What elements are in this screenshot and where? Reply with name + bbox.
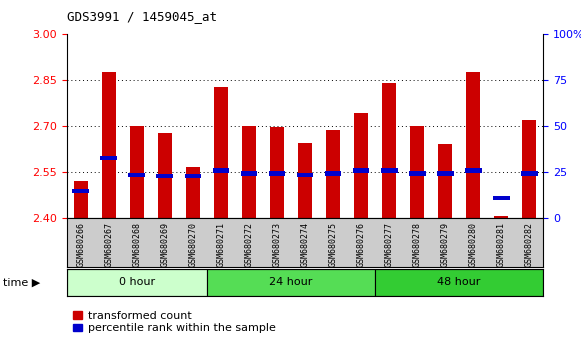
Text: GSM680266: GSM680266 [76,222,85,267]
Bar [410,126,424,218]
Bar [186,167,200,218]
Text: GSM680280: GSM680280 [469,222,478,267]
Bar [298,143,312,218]
Bar [381,168,397,173]
Bar [241,171,257,176]
Text: GSM680269: GSM680269 [160,222,170,267]
Bar [207,269,375,296]
Text: 24 hour: 24 hour [270,277,313,287]
Bar [158,133,172,218]
Bar [522,120,536,218]
Bar [268,171,285,176]
Text: GSM680267: GSM680267 [105,222,113,267]
Bar [214,87,228,218]
Text: time ▶: time ▶ [3,277,40,287]
Text: GSM680277: GSM680277 [385,222,393,267]
Text: GDS3991 / 1459045_at: GDS3991 / 1459045_at [67,10,217,23]
Text: GSM680275: GSM680275 [328,222,338,267]
Text: GSM680273: GSM680273 [272,222,282,267]
Text: GSM680282: GSM680282 [525,222,534,267]
Bar [130,126,144,218]
Text: GSM680278: GSM680278 [413,222,422,267]
Text: GSM680281: GSM680281 [497,222,505,267]
Bar [437,171,454,176]
Text: GSM680270: GSM680270 [188,222,198,267]
Bar [297,173,313,177]
Text: GSM680271: GSM680271 [217,222,225,267]
Bar [382,83,396,218]
Bar [408,171,425,176]
Bar [375,269,543,296]
Text: GSM680279: GSM680279 [440,222,450,267]
Bar [326,130,340,218]
Bar [213,168,229,173]
Bar [354,113,368,218]
Bar [465,168,482,173]
Bar [493,196,510,200]
Bar [325,171,342,176]
Bar [185,174,202,178]
Bar [521,171,537,176]
Bar [74,181,88,218]
Text: GSM680274: GSM680274 [300,222,310,267]
Bar [73,189,89,193]
Bar [353,168,370,173]
Bar [101,156,117,160]
Bar [156,174,173,178]
Bar [67,269,207,296]
Text: GSM680268: GSM680268 [132,222,141,267]
Bar [494,216,508,218]
Legend: transformed count, percentile rank within the sample: transformed count, percentile rank withi… [73,310,277,335]
Text: 48 hour: 48 hour [437,277,481,287]
Bar [270,127,284,218]
Bar [102,72,116,218]
Text: GSM680272: GSM680272 [245,222,253,267]
Bar [242,126,256,218]
Text: 0 hour: 0 hour [119,277,155,287]
Text: GSM680276: GSM680276 [357,222,365,267]
Bar [128,173,145,177]
Bar [466,72,480,218]
Bar [438,144,452,218]
